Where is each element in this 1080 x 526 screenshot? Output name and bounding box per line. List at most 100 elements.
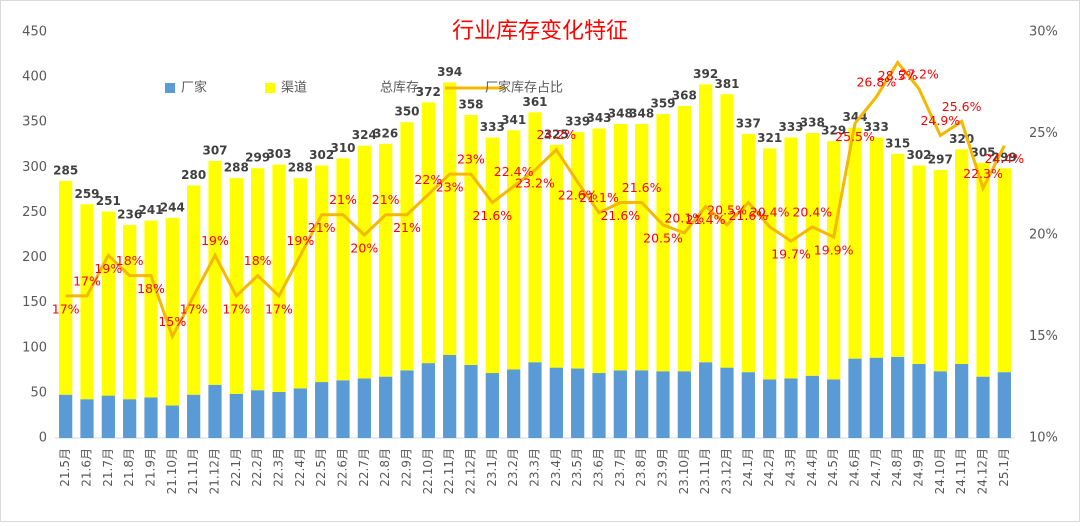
ratio-label: 20.4% <box>750 204 790 219</box>
ratio-label: 17% <box>265 301 293 316</box>
total-label: 307 <box>202 144 227 158</box>
ratio-label: 24.9% <box>920 113 960 128</box>
ratio-label: 19% <box>201 233 229 248</box>
bar-segment <box>59 394 73 438</box>
total-label: 381 <box>714 77 739 91</box>
ratio-label: 21% <box>308 220 336 235</box>
bar-segment <box>165 217 179 406</box>
x-tick-label: 21.6月 <box>80 448 94 487</box>
total-label: 288 <box>224 161 249 175</box>
ratio-label: 20.5% <box>707 202 747 217</box>
total-label: 329 <box>821 124 846 138</box>
bar-segment <box>379 143 393 377</box>
bar-segment <box>955 149 969 365</box>
total-label: 350 <box>394 105 419 119</box>
x-tick-label: 24.1月 <box>741 448 755 487</box>
total-label: 341 <box>501 113 526 127</box>
bar-segment <box>379 376 393 438</box>
bar-segment <box>848 127 862 359</box>
bar-segment <box>827 141 841 380</box>
ratio-label: 18% <box>137 281 165 296</box>
bar-segment <box>869 357 883 438</box>
total-label: 392 <box>693 67 718 81</box>
bar-segment <box>741 372 755 438</box>
total-label: 320 <box>949 132 974 146</box>
ratio-label: 21.6% <box>728 208 768 223</box>
x-tick-label: 21.11月 <box>186 448 200 494</box>
bar-segment <box>187 394 201 438</box>
ratio-label: 22.4% <box>494 164 534 179</box>
total-label: 305 <box>970 145 995 159</box>
total-label: 251 <box>96 194 121 208</box>
y2-tick-label: 20% <box>1029 228 1058 243</box>
total-label: 339 <box>565 115 590 129</box>
ratio-label: 23.2% <box>515 176 555 191</box>
x-tick-label: 22.4月 <box>293 448 307 487</box>
x-tick-label: 22.5月 <box>314 448 328 487</box>
ratio-label: 28.5% <box>878 68 918 83</box>
bar-segment <box>144 397 158 438</box>
bar-segment <box>592 373 606 438</box>
bar-segment <box>144 220 158 398</box>
total-label: 333 <box>778 120 803 134</box>
bar-segment <box>400 370 414 438</box>
ratio-label: 23% <box>436 180 464 195</box>
ratio-label: 18% <box>116 253 144 268</box>
total-label: 325 <box>544 127 569 141</box>
ratio-label: 20.1% <box>664 210 704 225</box>
x-tick-label: 21.9月 <box>144 448 158 487</box>
total-label: 361 <box>522 95 547 109</box>
x-tick-label: 21.5月 <box>58 448 72 487</box>
bar-segment <box>741 133 755 373</box>
bar-segment <box>315 382 329 438</box>
y-tick-label: 400 <box>22 70 47 85</box>
ratio-label: 26.8% <box>856 74 896 89</box>
bar-segment <box>293 388 307 438</box>
total-label: 333 <box>864 120 889 134</box>
total-label: 241 <box>138 203 163 217</box>
bar-segment <box>805 375 819 438</box>
x-tick-label: 24.9月 <box>912 448 926 487</box>
bar-segment <box>315 165 329 383</box>
x-tick-label: 24.2月 <box>762 448 776 487</box>
x-tick-label: 23.5月 <box>570 448 584 487</box>
x-tick-label: 23.6月 <box>592 448 606 487</box>
bar-segment <box>699 84 713 363</box>
bar-segment <box>123 399 137 438</box>
bar-segment <box>699 362 713 438</box>
bar-segment <box>933 371 947 438</box>
x-tick-label: 24.4月 <box>805 448 819 487</box>
ratio-label: 24.2% <box>536 127 576 142</box>
legend-swatch <box>165 83 175 93</box>
total-label: 302 <box>309 148 334 162</box>
total-label: 348 <box>629 107 654 121</box>
total-label: 303 <box>266 147 291 161</box>
ratio-label: 21% <box>372 192 400 207</box>
x-tick-label: 22.9月 <box>400 448 414 487</box>
total-label: 358 <box>458 98 483 112</box>
bar-segment <box>677 105 691 372</box>
bar-segment <box>763 148 777 380</box>
total-label: 288 <box>288 161 313 175</box>
y-tick-label: 200 <box>22 250 47 265</box>
total-label: 337 <box>736 116 761 130</box>
ratio-label: 21.4% <box>686 212 726 227</box>
total-label: 297 <box>928 153 953 167</box>
y-tick-label: 450 <box>22 25 47 40</box>
ratio-label: 21% <box>393 220 421 235</box>
x-tick-label: 21.10月 <box>165 448 179 494</box>
x-tick-label: 24.10月 <box>933 448 947 494</box>
x-tick-label: 22.11月 <box>442 448 456 494</box>
x-tick-label: 22.2月 <box>250 448 264 487</box>
x-tick-label: 23.7月 <box>613 448 627 487</box>
total-label: 244 <box>160 200 185 214</box>
bar-segment <box>571 132 585 369</box>
bar-segment <box>784 378 798 438</box>
bar-segment <box>272 391 286 438</box>
ratio-label: 17% <box>222 301 250 316</box>
y-tick-label: 50 <box>30 385 47 400</box>
x-tick-label: 23.1月 <box>485 448 499 487</box>
x-tick-label: 24.6月 <box>848 448 862 487</box>
bar-segment <box>357 378 371 438</box>
